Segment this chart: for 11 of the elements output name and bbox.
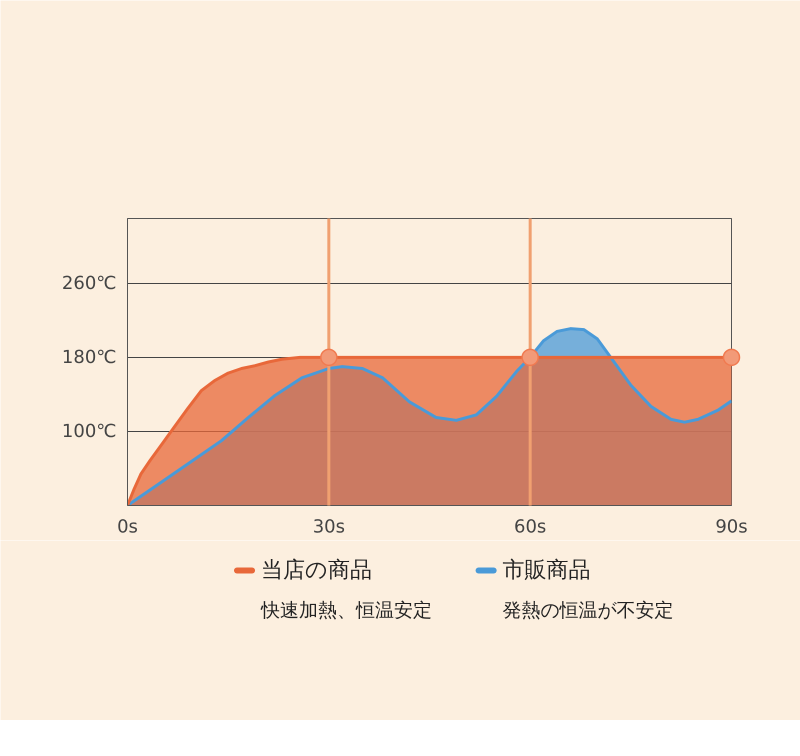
y-tick-label: 260℃	[62, 272, 117, 294]
y-tick-label: 100℃	[62, 420, 117, 442]
x-tick-label: 30s	[312, 516, 345, 538]
x-tick-label: 0s	[117, 516, 138, 538]
text: 発熱の恒温が不安定	[502, 600, 674, 622]
x-tick-label: 60s	[514, 516, 546, 538]
y-tick-label: 180℃	[62, 346, 117, 368]
x-tick-label: 90s	[715, 516, 748, 538]
legend-label: 当店の商品	[261, 558, 372, 583]
legend-label: 市販商品	[502, 558, 591, 583]
text: 快速加熱、恒温安定	[260, 600, 432, 622]
